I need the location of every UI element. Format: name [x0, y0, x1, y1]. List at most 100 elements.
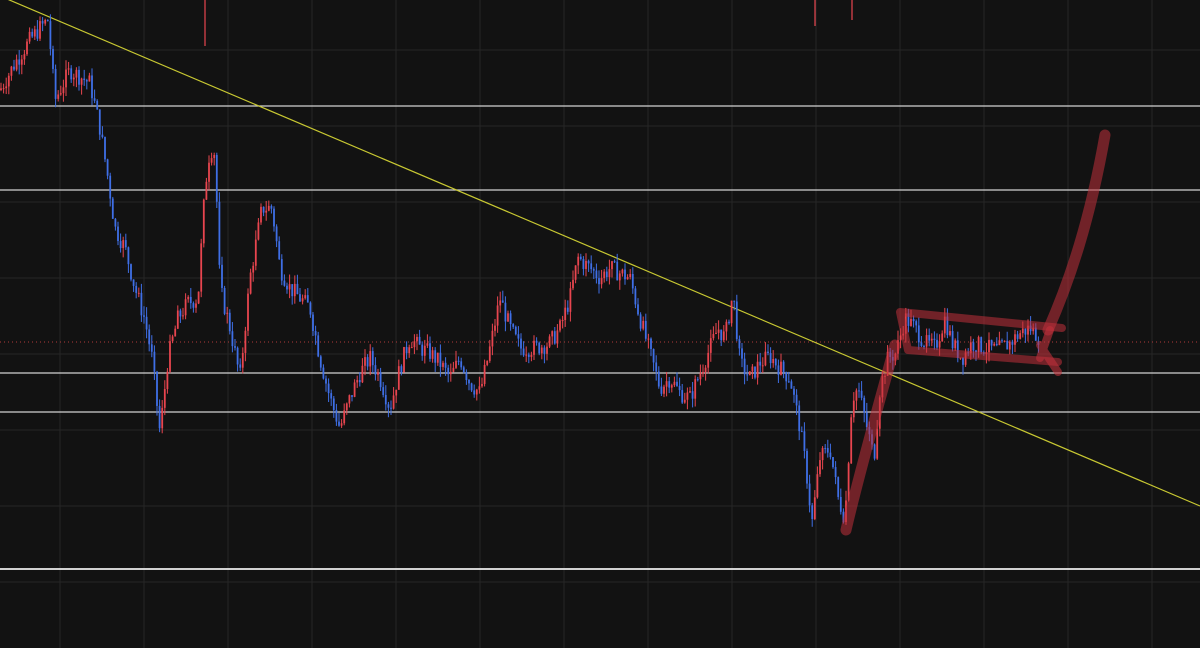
candle-body — [400, 366, 403, 373]
candle-body — [689, 391, 691, 393]
candle-body — [91, 75, 93, 99]
candle-body — [423, 345, 426, 356]
candle-body — [699, 373, 702, 380]
candle-body — [114, 218, 117, 227]
candle-body — [31, 31, 34, 37]
candle-body — [928, 335, 931, 341]
candle-body — [457, 360, 460, 362]
candle-body — [1001, 340, 1003, 342]
candle-body — [759, 361, 762, 366]
candle-body — [795, 394, 798, 406]
candle-body — [548, 336, 551, 347]
candle-body — [345, 403, 348, 411]
candle-body — [678, 385, 681, 391]
candle-body — [1011, 341, 1014, 345]
candle-body — [559, 320, 561, 331]
candle-body — [319, 356, 322, 368]
candle-body — [1024, 328, 1027, 335]
candle-body — [681, 390, 684, 403]
candle-body — [582, 259, 585, 269]
drawing-stroke-box — [896, 308, 1066, 366]
candle-body — [538, 342, 541, 354]
candle-body — [730, 300, 733, 324]
candle-body — [340, 423, 343, 426]
candle-body — [806, 450, 808, 484]
candle-body — [351, 395, 353, 397]
candle-body — [374, 365, 377, 375]
candle-body — [704, 367, 707, 372]
candle-body — [369, 351, 372, 367]
candle-body — [873, 444, 876, 459]
candle-body — [624, 269, 626, 280]
candle-body — [452, 367, 455, 372]
candle-body — [46, 20, 49, 22]
candle-body — [943, 316, 946, 334]
candle-body — [990, 339, 993, 346]
candle-body — [574, 265, 577, 280]
candle-body — [96, 100, 99, 110]
candle-body — [962, 357, 964, 365]
candle-body — [564, 307, 567, 321]
candle-body — [639, 314, 642, 329]
candle-body — [483, 364, 486, 384]
candle-body — [800, 431, 803, 433]
candle-body — [62, 87, 65, 94]
candle-body — [278, 241, 281, 260]
candle-body — [379, 372, 382, 388]
candle-body — [436, 352, 439, 363]
candle-body — [543, 347, 546, 354]
candle-body — [832, 457, 834, 468]
candle-body — [769, 353, 772, 364]
candle-body — [353, 382, 356, 397]
candle-body — [158, 405, 161, 429]
candle-body — [395, 389, 398, 396]
candle-body — [28, 31, 31, 42]
candle-body — [876, 428, 879, 459]
candle-body — [504, 302, 507, 322]
candle-body — [426, 343, 429, 346]
candle-body — [951, 331, 954, 349]
candle-body — [1032, 327, 1035, 332]
candle-body — [239, 364, 242, 368]
candle-body — [527, 354, 530, 357]
candle-body — [252, 265, 255, 273]
candle-body — [1003, 340, 1006, 342]
candle-body — [371, 351, 374, 366]
candle-body — [808, 483, 811, 506]
candle-body — [618, 273, 621, 281]
candle-body — [247, 293, 249, 331]
candle-body — [738, 339, 741, 349]
candle-body — [317, 335, 320, 357]
candle-body — [473, 390, 476, 395]
candle-body — [78, 69, 80, 85]
candle-body — [408, 347, 411, 354]
candle-body — [938, 341, 941, 348]
trendline — [7, 0, 1200, 507]
candle-body — [577, 256, 580, 266]
candle-body — [153, 351, 156, 372]
candle-body — [348, 395, 351, 404]
candle-body — [569, 288, 572, 312]
candle-body — [5, 86, 8, 89]
candle-body — [93, 98, 96, 101]
candle-body — [670, 385, 673, 388]
candle-body — [525, 354, 528, 356]
candle-body — [418, 336, 421, 345]
candle-body — [397, 366, 400, 390]
candle-body — [761, 365, 764, 367]
candle-body — [660, 386, 663, 394]
candle-body — [530, 354, 533, 357]
candle-body — [127, 247, 130, 265]
candle-body — [447, 367, 450, 375]
candle-body — [65, 69, 67, 88]
candle-body — [819, 460, 821, 475]
candle-body — [486, 360, 489, 365]
candle-body — [488, 346, 491, 361]
candle-body — [751, 366, 754, 372]
candle-body — [923, 345, 925, 347]
candle-body — [626, 277, 629, 280]
candle-body — [1016, 334, 1019, 339]
candle-body — [821, 448, 824, 461]
